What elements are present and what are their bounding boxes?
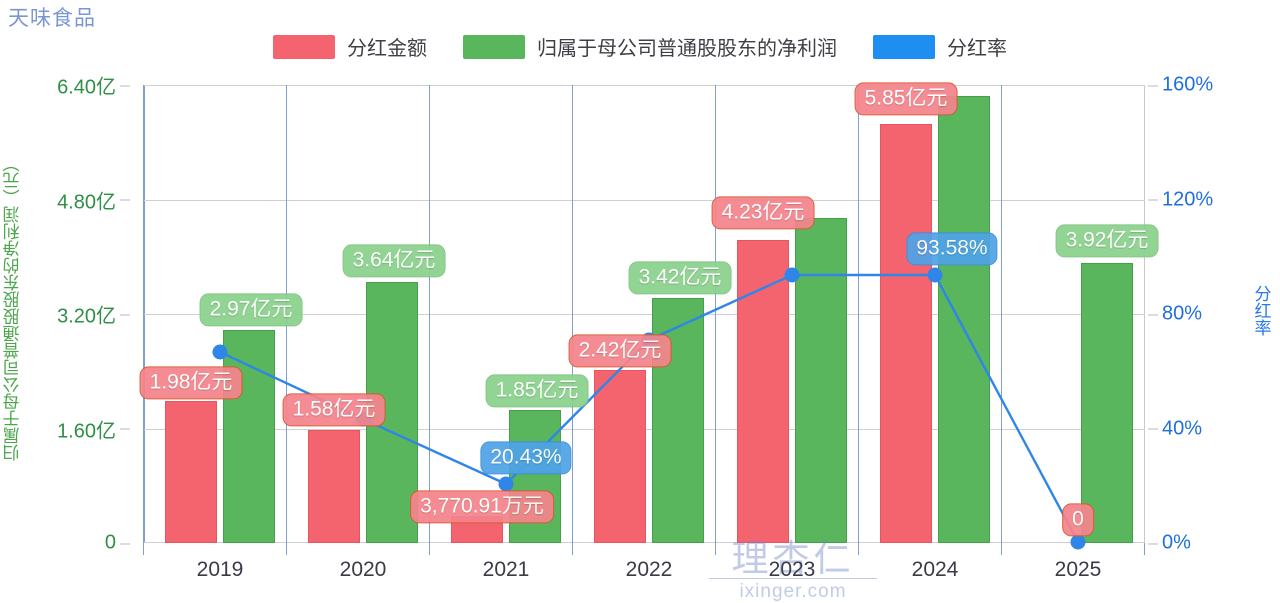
bar-dividend-2020[interactable] — [308, 430, 360, 543]
legend-swatch-payout-ratio-icon — [873, 34, 935, 59]
y-axis-left-tick-1-mark — [120, 428, 130, 430]
y-axis-right-tick-3-mark — [1148, 199, 1158, 201]
y-axis-left-tick-3-label: 4.80亿 — [57, 191, 116, 213]
y-axis-right-tick-2-mark — [1148, 314, 1158, 315]
y-axis-left-tick-2: 3.20亿 — [57, 300, 130, 329]
y-axis-left-tick-4-label: 6.40亿 — [57, 76, 116, 99]
legend-label-netprofit: 归属于母公司普通股股东的净利润 — [537, 38, 837, 60]
payout-ratio-point-2025[interactable] — [1070, 534, 1086, 550]
bar-netprofit-2024[interactable] — [938, 96, 990, 543]
gridline-horizontal — [143, 199, 1145, 201]
x-axis-label-2022: 2022 — [625, 558, 673, 581]
data-label-dividend-2020: 1.58亿元 — [282, 393, 386, 427]
x-axis-tick-mark — [858, 543, 859, 555]
x-axis-label-2020: 2020 — [339, 558, 387, 581]
y-axis-left-title: 归属于母公司普通股股东的净利润（元） — [3, 155, 23, 461]
x-axis-label-2024: 2024 — [911, 558, 959, 581]
y-axis-left-tick-0: 0 — [104, 531, 130, 555]
legend-swatch-netprofit-icon — [463, 34, 525, 59]
data-label-dividend-2024: 5.85亿元 — [854, 82, 958, 116]
gridline-horizontal — [143, 85, 1145, 86]
data-label-dividend-2021: 3,770.91万元 — [410, 490, 554, 524]
data-label-dividend-2023: 4.23亿元 — [711, 196, 815, 230]
y-axis-left-tick-0-label: 0 — [104, 531, 116, 554]
x-axis-tick-mark — [1144, 543, 1145, 555]
y-axis-right-tick-2-label: 80% — [1162, 302, 1203, 325]
bar-dividend-2022[interactable] — [594, 370, 646, 543]
x-axis-label-2023: 2023 — [768, 558, 816, 581]
y-axis-left-tick-2-label: 3.20亿 — [57, 305, 116, 328]
data-label-payout-2021: 20.43% — [480, 441, 572, 475]
legend-label-payout-ratio: 分红率 — [947, 38, 1007, 60]
y-axis-right-tick-1-mark — [1148, 428, 1158, 430]
payout-ratio-point-2021[interactable] — [498, 476, 514, 492]
page-title: 天味食品 — [8, 7, 96, 30]
x-axis-label-2021: 2021 — [482, 558, 530, 581]
gridline-vertical — [572, 85, 573, 543]
data-label-netprofit-2025: 3.92亿元 — [1055, 224, 1159, 258]
y-axis-left-tick-2-mark — [120, 314, 130, 315]
data-label-netprofit-2021: 1.85亿元 — [485, 374, 589, 408]
y-axis-left-tick-0-mark — [120, 543, 130, 544]
bar-netprofit-2025[interactable] — [1081, 263, 1133, 543]
bar-dividend-2023[interactable] — [737, 240, 789, 543]
gridline-vertical — [715, 85, 716, 543]
y-axis-right-tick-1-label: 40% — [1162, 417, 1203, 439]
x-axis-tick-mark — [429, 543, 430, 555]
data-label-netprofit-2020: 3.64亿元 — [342, 244, 446, 278]
y-axis-right-tick-0-label: 0% — [1162, 531, 1191, 554]
x-axis-tick-mark — [715, 543, 716, 555]
y-axis-right-tick-2: 80% — [1148, 302, 1203, 326]
y-axis-right-title: 分红率 — [1251, 284, 1271, 336]
gridline-vertical — [143, 85, 144, 543]
x-axis-label-2019: 2019 — [196, 558, 244, 581]
legend-item-netprofit[interactable]: 归属于母公司普通股股东的净利润 — [463, 32, 837, 61]
y-axis-left-tick-3-mark — [120, 199, 130, 201]
y-axis-left-tick-3: 4.80亿 — [57, 185, 130, 214]
bar-dividend-2019[interactable] — [165, 401, 217, 543]
bar-dividend-2024[interactable] — [880, 124, 932, 543]
x-axis-tick-mark — [143, 543, 144, 555]
y-axis-right-tick-3: 120% — [1148, 188, 1214, 211]
data-label-dividend-2025: 0 — [1062, 503, 1094, 537]
data-label-payout-2024: 93.58% — [906, 232, 998, 266]
y-axis-right-tick-3-label: 120% — [1162, 188, 1214, 210]
legend-swatch-dividend-icon — [273, 34, 335, 59]
y-axis-right-tick-4: 160% — [1148, 73, 1214, 97]
y-axis-right-tick-4-mark — [1148, 85, 1158, 86]
bar-netprofit-2019[interactable] — [223, 330, 275, 543]
y-axis-left-tick-1-label: 1.60亿 — [57, 420, 116, 442]
x-axis-tick-mark — [1001, 543, 1002, 555]
gridline-vertical — [858, 85, 859, 543]
plot-area: 理杏仁 ixinger.com 1.98亿元 2.97亿元 1.58亿元 3.6… — [139, 82, 1159, 602]
x-axis-label-2025: 2025 — [1054, 558, 1102, 581]
payout-ratio-point-2023[interactable] — [784, 267, 800, 283]
gridline-vertical — [1001, 85, 1002, 543]
y-axis-left-tick-4-mark — [120, 85, 130, 86]
data-label-dividend-2022: 2.42亿元 — [568, 334, 672, 368]
y-axis-left-tick-4: 6.40亿 — [57, 71, 130, 100]
data-label-netprofit-2022: 3.42亿元 — [628, 261, 732, 295]
x-axis-tick-mark — [572, 543, 573, 555]
y-axis-left-tick-1: 1.60亿 — [57, 414, 130, 443]
x-axis-tick-mark — [286, 543, 287, 555]
y-axis-right-tick-0-mark — [1148, 543, 1158, 544]
legend-label-dividend: 分红金额 — [347, 38, 427, 60]
payout-ratio-point-2019[interactable] — [212, 344, 228, 360]
data-label-dividend-2019: 1.98亿元 — [139, 366, 243, 400]
y-axis-right-tick-4-label: 160% — [1162, 73, 1214, 96]
legend-item-payout-ratio[interactable]: 分红率 — [873, 32, 1007, 61]
chart-legend: 分红金额 归属于母公司普通股股东的净利润 分红率 — [0, 32, 1280, 61]
bar-netprofit-2023[interactable] — [795, 218, 847, 543]
y-axis-right-tick-1: 40% — [1148, 417, 1203, 440]
data-label-netprofit-2019: 2.97亿元 — [199, 293, 303, 327]
y-axis-right-tick-0: 0% — [1148, 531, 1191, 555]
payout-ratio-point-2024[interactable] — [927, 267, 943, 283]
gridline-vertical — [429, 85, 430, 543]
legend-item-dividend[interactable]: 分红金额 — [273, 32, 427, 61]
